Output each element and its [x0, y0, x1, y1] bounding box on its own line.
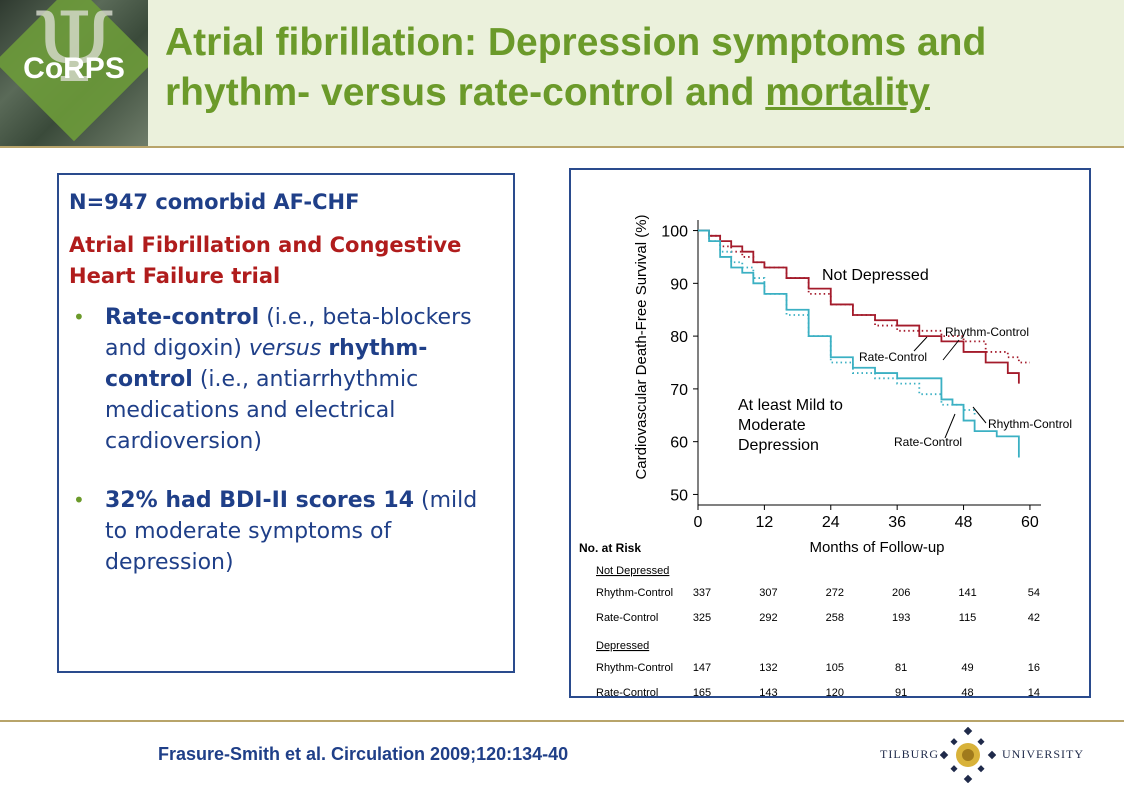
trial-name: Atrial Fibrillation and Congestive Heart… [69, 233, 462, 288]
at-risk-cell: 105 [826, 662, 844, 674]
y-tick-label: 70 [670, 382, 688, 399]
logo-text: CoRPS [23, 52, 125, 85]
at-risk-cell: 143 [759, 687, 777, 696]
series-line-depressed-rate-control [698, 229, 1020, 458]
x-tick-label: 60 [1021, 514, 1039, 531]
x-axis-label: Months of Follow-up [809, 539, 944, 556]
citation: Frasure-Smith et al. Circulation 2009;12… [158, 744, 569, 764]
at-risk-row-label: Rhythm-Control [596, 662, 673, 674]
uni-name-left: TILBURG [880, 747, 939, 761]
rhythm-control-desc: (i.e., antiarrhythmic medications and el… [105, 367, 419, 454]
at-risk-cell: 165 [693, 687, 711, 696]
at-risk-cell: 206 [892, 587, 910, 599]
y-tick-label: 100 [661, 224, 688, 241]
bdi-finding: 32% had BDI-II scores 14 [105, 488, 414, 513]
uni-name-right: UNIVERSITY [1002, 747, 1084, 761]
x-tick-label: 0 [694, 514, 703, 531]
rate-control-term: Rate-control [105, 305, 260, 330]
at-risk-table: No. at Risk Not Depressed Rhythm-Control 33… [579, 541, 1040, 696]
tilburg-university-logo: TILBURG UNIVERSITY [880, 727, 1083, 783]
rate-control-desc: (i.e., beta-blockers and digoxin) [105, 305, 472, 361]
university-crest-icon [940, 727, 996, 783]
at-risk-cell: 120 [826, 687, 844, 696]
annotation-rhythm-upper: Rhythm-Control [945, 325, 1029, 339]
list-item: • Rate-control (i.e., beta-blockers and … [69, 302, 499, 457]
series-line-not-depressed-rate-control [698, 229, 1020, 384]
series-line-not-depressed-rhythm-control [698, 229, 1030, 364]
at-risk-cell: 258 [826, 612, 844, 624]
at-risk-group-label: Not Depressed [596, 565, 669, 577]
at-risk-cell: 325 [693, 612, 711, 624]
title-underlined-word: mortality [765, 71, 930, 114]
bullet-icon: • [73, 305, 85, 329]
y-tick-label: 80 [670, 329, 688, 346]
annotation-rate-upper: Rate-Control [859, 350, 927, 364]
study-summary-box: N=947 comorbid AF-CHF Atrial Fibrillatio… [57, 173, 515, 673]
annotation-not-depressed: Not Depressed [822, 267, 929, 284]
at-risk-cell: 42 [1028, 612, 1040, 624]
at-risk-cell: 54 [1028, 587, 1040, 599]
psi-icon: Ψ [31, 0, 117, 104]
footer-divider [0, 720, 1124, 722]
x-tick-label: 12 [755, 514, 773, 531]
title-text: Atrial fibrillation: Depression symptoms… [165, 21, 987, 114]
y-axis-label: Cardiovascular Death-Free Survival (%) [633, 214, 650, 479]
annotation-rate-lower: Rate-Control [894, 435, 962, 449]
survival-chart-box: 50 60 70 80 90 100 0 12 24 36 48 60 Cardiovascular … [569, 168, 1091, 698]
at-risk-cell: 16 [1028, 662, 1040, 674]
at-risk-title: No. at Risk [579, 541, 641, 555]
list-item: • 32% had BDI-II scores 14 (mild to mode… [69, 485, 499, 578]
bullet-icon: • [73, 488, 85, 512]
at-risk-cell: 91 [895, 687, 907, 696]
at-risk-cell: 14 [1028, 687, 1040, 696]
findings-list: • Rate-control (i.e., beta-blockers and … [69, 302, 499, 578]
annotation-rhythm-lower: Rhythm-Control [988, 417, 1072, 431]
header-banner: Ψ CoRPS Atrial fibrillation: Depression … [0, 0, 1124, 148]
x-tick-label: 24 [822, 514, 840, 531]
corps-logo: Ψ CoRPS [0, 0, 148, 146]
at-risk-cell: 49 [961, 662, 973, 674]
at-risk-cell: 48 [961, 687, 973, 696]
at-risk-cell: 272 [826, 587, 844, 599]
x-tick-label: 48 [955, 514, 973, 531]
annotation-depressed-2: Moderate [738, 417, 806, 434]
at-risk-cell: 141 [958, 587, 976, 599]
at-risk-cell: 337 [693, 587, 711, 599]
at-risk-cell: 193 [892, 612, 910, 624]
at-risk-cell: 307 [759, 587, 777, 599]
at-risk-row-label: Rate-Control [596, 687, 658, 696]
y-tick-label: 50 [670, 487, 688, 504]
sample-size: N=947 comorbid AF-CHF [69, 190, 360, 214]
slide-title: Atrial fibrillation: Depression symptoms… [165, 18, 1085, 118]
series-line-depressed-rhythm-control [698, 229, 976, 416]
versus-word: versus [248, 336, 322, 361]
at-risk-row-label: Rhythm-Control [596, 587, 673, 599]
rhythm-control-term: rhythm-control [105, 336, 428, 392]
at-risk-group-label: Depressed [596, 640, 649, 652]
y-tick-label: 60 [670, 435, 688, 452]
at-risk-cell: 147 [693, 662, 711, 674]
at-risk-cell: 115 [959, 612, 977, 624]
at-risk-cell: 292 [759, 612, 777, 624]
annotation-depressed-3: Depression [738, 437, 819, 454]
annotation-leaders [913, 336, 987, 439]
y-tick-label: 90 [670, 276, 688, 293]
at-risk-cell: 132 [759, 662, 777, 674]
bdi-desc: (mild to moderate symptoms of depression… [105, 488, 478, 575]
at-risk-cell: 81 [895, 662, 907, 674]
at-risk-row-label: Rate-Control [596, 612, 658, 624]
survival-chart: 50 60 70 80 90 100 0 12 24 36 48 60 Cardiovascular … [579, 214, 1072, 696]
annotation-depressed-1: At least Mild to [738, 397, 843, 414]
x-tick-label: 36 [888, 514, 906, 531]
